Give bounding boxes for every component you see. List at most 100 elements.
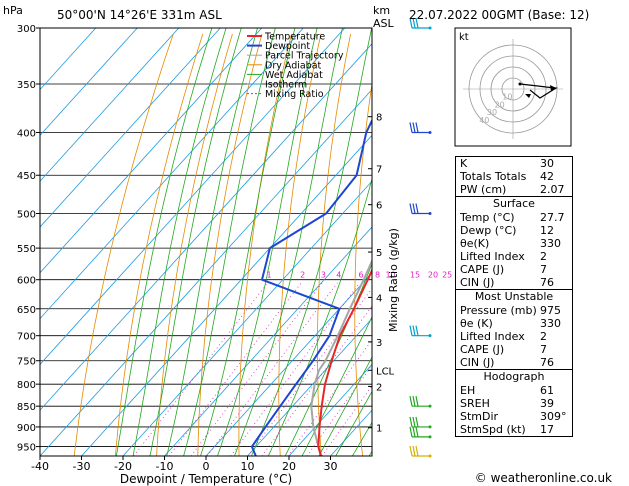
wind-barb-feather [412, 325, 416, 336]
isotherm-line [40, 28, 97, 91]
most-unstable-row: CAPE (J) 7 [460, 343, 547, 356]
wind-barb-feather [412, 203, 416, 214]
wind-barb-feather [415, 426, 419, 438]
wet-adiabat [217, 28, 318, 456]
mixing-ratio-label: 8 [375, 271, 380, 280]
most-unstable-row: CIN (J) 76 [460, 356, 554, 369]
wind-barb-dot [428, 454, 432, 458]
dry-adiabat [73, 33, 174, 456]
wind-barb-dot [428, 435, 432, 439]
wet-adiabat [251, 28, 372, 456]
pressure-tick-label: 400 [17, 128, 36, 139]
mixing-ratio-label: 10 [385, 271, 395, 280]
mixing-ratio-label: 2 [300, 271, 305, 280]
mixing-ratio-labels: 1 2 3 4 6 8 10 15 20 25 [267, 271, 453, 280]
wind-barb-dot [428, 26, 432, 30]
temperature-tick-label: 20 [282, 460, 296, 473]
km-tick-label: 4 [376, 293, 382, 304]
mixing-ratio-label: 3 [321, 271, 326, 280]
isotherm-line [40, 28, 221, 228]
mixing-ratio-label: 25 [442, 271, 452, 280]
dewpoint-curve [250, 118, 372, 456]
x-axis-label: Dewpoint / Temperature (°C) [120, 472, 292, 486]
legend-label: Parcel Trajectory [265, 51, 344, 62]
isotherm-line [40, 28, 346, 365]
wet-adiabat [132, 28, 227, 456]
wind-barb-feather [409, 396, 413, 407]
wet-adiabat [318, 356, 372, 456]
dry-adiabat [587, 34, 629, 456]
wind-barb-feather [409, 325, 413, 336]
wind-barb-dot [428, 334, 432, 338]
wind-barb-feather [409, 416, 413, 428]
surface-row: CAPE (J) 7 [460, 263, 547, 276]
wind-barb-dot [428, 425, 432, 429]
wind-barb-feather [409, 17, 413, 29]
km-tick-label: LCL [376, 366, 395, 377]
wind-barb-feather [415, 203, 419, 214]
wind-barb-feather [412, 122, 416, 133]
wind-barb-feather [415, 122, 419, 133]
hodograph-kt-label: kt [459, 32, 469, 43]
legend-label: Temperature [264, 32, 325, 43]
dry-adiabat [278, 33, 322, 456]
surface-title: Surface [456, 196, 572, 211]
dry-adiabat [238, 33, 292, 456]
dry-adiabat [426, 34, 445, 456]
mixing-ratio-line [168, 282, 302, 456]
hodograph-row: StmDir 309° [460, 410, 567, 423]
wind-barbs [409, 17, 432, 458]
isotherm-line [205, 272, 372, 456]
chart-grid [40, 28, 629, 456]
pressure-tick-label: 350 [17, 80, 36, 91]
isotherm-line [40, 88, 372, 456]
temperature-tick-label: -20 [114, 460, 132, 473]
copyright: © weatheronline.co.uk [475, 471, 612, 485]
pressure-tick-label: 550 [17, 244, 36, 255]
mixing-ratio-line [230, 282, 361, 456]
mixing-ratio-label: 15 [410, 271, 420, 280]
km-tick-label: 7 [376, 165, 382, 176]
surface-row: Lifted Index 2 [460, 250, 547, 263]
surface-row: Temp (°C) 27.7 [460, 211, 565, 224]
wind-barb-dot [428, 130, 432, 134]
hodograph-ring-label: 10 [502, 93, 512, 102]
isotherm-line [40, 28, 138, 136]
km-tick-label: 5 [376, 248, 382, 259]
mixing-ratio-axis-label: Mixing Ratio (g/kg) [387, 228, 400, 332]
storm-motion-icon [525, 94, 531, 98]
pressure-tick-label: 850 [17, 402, 36, 413]
mixing-ratio-label: 6 [359, 271, 364, 280]
most-unstable-title: Most Unstable [456, 289, 572, 304]
wind-barb-dot [428, 211, 432, 215]
mixing-ratio-line [133, 282, 269, 456]
temperature-tick-label: 0 [203, 460, 210, 473]
wind-barb-dot [428, 404, 432, 408]
wind-barb-feather [412, 416, 416, 428]
wet-adiabat [183, 28, 276, 456]
mixing-ratio-label: 4 [336, 271, 341, 280]
km-tick-label: 6 [376, 201, 382, 212]
wet-adiabat [267, 177, 372, 456]
legend-label: Dry Adiabat [265, 60, 322, 71]
legend-label: Wet Adiabat [265, 70, 323, 81]
km-tick-label: 2 [376, 382, 382, 393]
hodograph-arrow-icon [550, 85, 556, 91]
wet-adiabat [149, 28, 242, 456]
index-row-totals: Totals Totals 42 [460, 170, 554, 183]
wind-barb-feather [415, 445, 419, 457]
wet-adiabat [166, 28, 258, 456]
isotherm-line [288, 363, 372, 456]
wind-barb-feather [412, 17, 416, 29]
surface-row: θe(K) 330 [460, 237, 561, 250]
dry-adiabat [197, 33, 263, 456]
most-unstable-row: Lifted Index 2 [460, 330, 547, 343]
mixing-ratio-label: 20 [428, 271, 438, 280]
wet-adiabat [234, 28, 343, 456]
mixing-ratio-line [206, 282, 338, 456]
wet-adiabat [200, 28, 296, 456]
location-label: 50°00'N 14°26'E 331m ASL [57, 8, 222, 22]
pressure-tick-label: 650 [17, 305, 36, 316]
temperature-tick-label: -40 [31, 460, 49, 473]
